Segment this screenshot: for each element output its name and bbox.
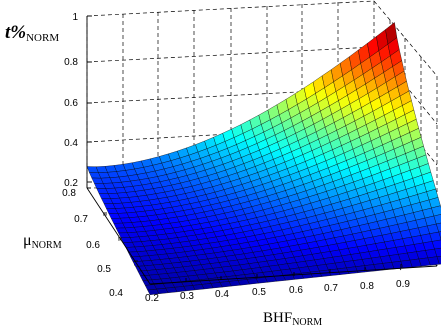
x-tick-label: 0.6 — [289, 285, 303, 296]
z-axis-title-sub: NORM — [26, 32, 59, 44]
z-tick-label: 0.8 — [64, 57, 78, 68]
z-axis-title: t%NORM — [5, 22, 59, 44]
z-tick-label: 0.4 — [64, 138, 78, 149]
z-tick-labels: 0.2 0.4 0.6 0.8 1 — [64, 12, 78, 189]
y-tick-label: 0.7 — [74, 214, 88, 225]
x-tick-label: 0.4 — [215, 289, 229, 300]
y-axis-title-main: μ — [23, 232, 32, 249]
x-tick-label: 0.8 — [360, 281, 374, 292]
z-tick-label: 1 — [72, 12, 78, 23]
y-tick-label: 0.6 — [86, 240, 100, 251]
x-axis-title: BHFNORM — [263, 310, 322, 327]
x-tick-label: 0.7 — [324, 283, 338, 294]
y-tick-label: 0.8 — [62, 188, 76, 199]
x-tick-label: 0.3 — [180, 291, 194, 302]
y-axis-title-sub: NORM — [32, 240, 62, 251]
x-tick-label: 0.5 — [252, 287, 266, 298]
x-tick-label: 0.2 — [145, 293, 159, 304]
surface-mesh — [87, 22, 441, 294]
y-tick-label: 0.5 — [97, 264, 111, 275]
y-axis-title: μNORM — [23, 232, 62, 251]
z-tick-label: 0.6 — [64, 98, 78, 109]
x-tick-label: 0.9 — [396, 279, 410, 290]
x-axis-title-sub: NORM — [292, 317, 322, 327]
z-axis-title-main: t% — [5, 22, 26, 43]
y-tick-label: 0.4 — [109, 288, 123, 299]
x-axis-title-main: BHF — [263, 310, 292, 326]
